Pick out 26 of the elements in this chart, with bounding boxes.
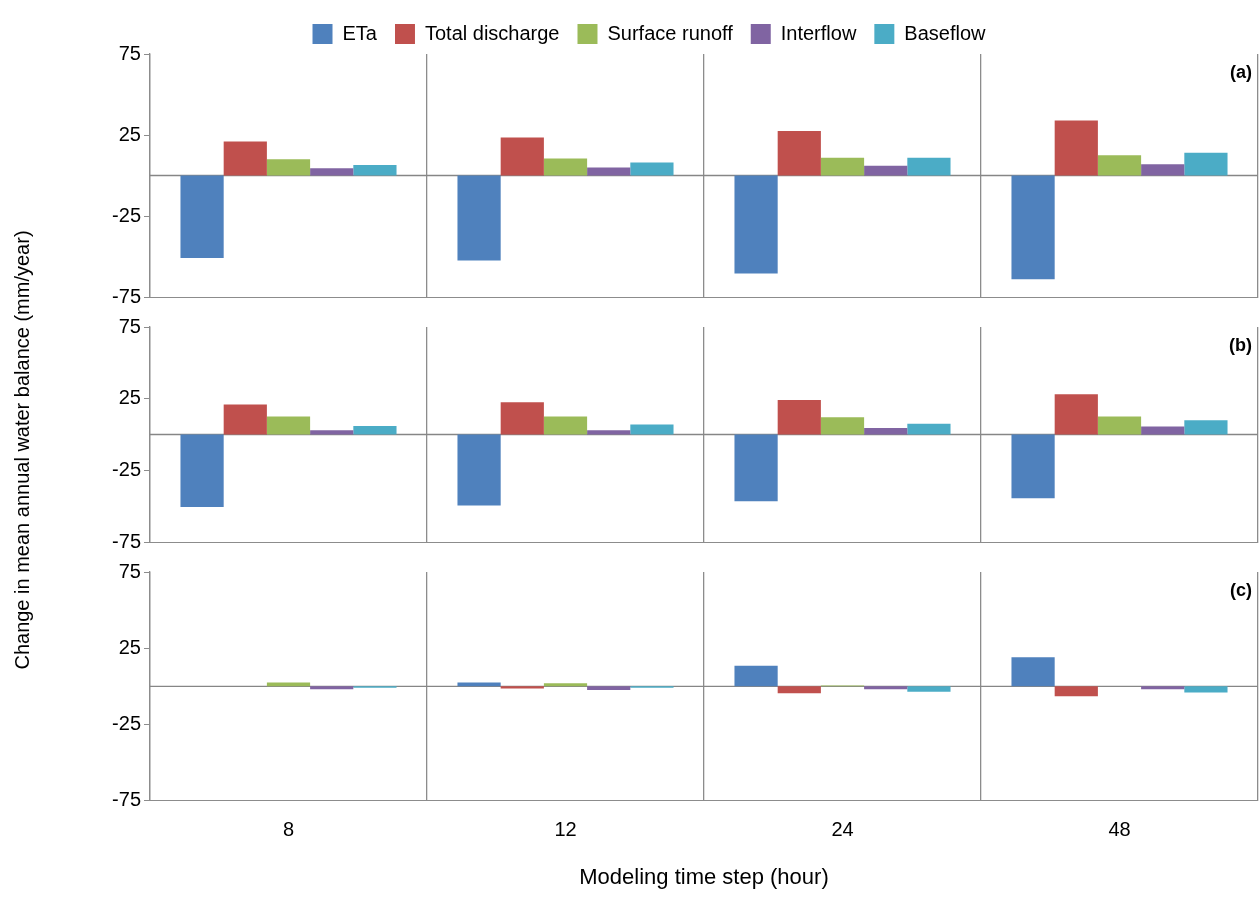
y-tick-label: -75 (112, 529, 141, 552)
x-tick-label: 12 (554, 818, 577, 841)
annotation: (c) (1230, 579, 1252, 600)
legend-label: Interflow (780, 21, 857, 44)
y-tick-label: 25 (118, 122, 141, 145)
y-tick-label: 25 (118, 635, 141, 658)
x-axis-title: Modeling time step (hour) (579, 863, 829, 889)
legend-label: Surface runoff (607, 21, 734, 44)
y-tick-label: 75 (118, 559, 141, 582)
y-tick-label: 25 (118, 386, 141, 409)
y-tick-label: -75 (112, 788, 141, 811)
legend-label: ETa (342, 21, 378, 44)
y-tick-label: -25 (112, 457, 141, 480)
y-tick-label: -25 (112, 203, 141, 226)
y-tick-label: 75 (118, 314, 141, 337)
annotation: (b) (1229, 334, 1252, 355)
y-tick-label: -75 (112, 284, 141, 307)
y-tick-label: -25 (112, 711, 141, 734)
legend-label: Baseflow (904, 21, 987, 44)
legend-label: Total discharge (424, 21, 560, 44)
annotation: (a) (1230, 61, 1252, 82)
y-axis-title: Change in mean annual water balance (mm/year) (10, 230, 34, 670)
x-tick-label: 8 (282, 818, 295, 841)
y-tick-label: 75 (118, 41, 141, 64)
x-tick-label: 48 (1108, 818, 1131, 841)
x-tick-label: 24 (831, 818, 854, 841)
